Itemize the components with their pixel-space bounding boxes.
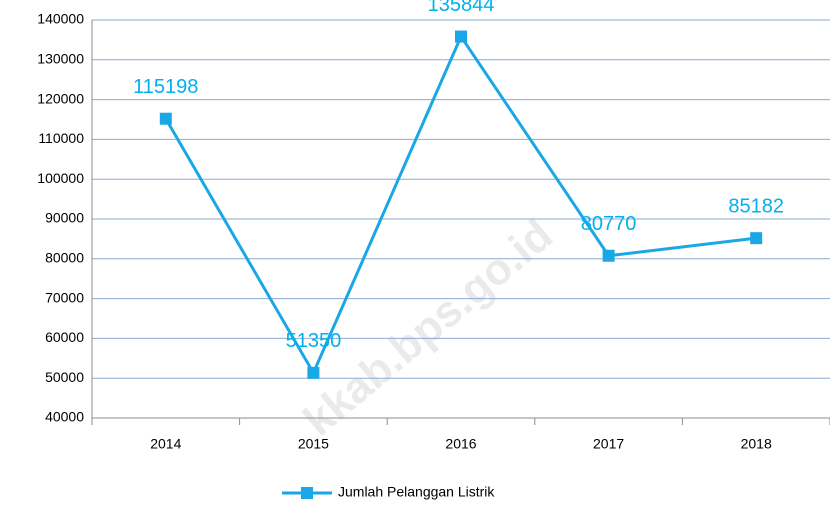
x-tick-label: 2016: [445, 436, 476, 452]
y-tick-label: 120000: [37, 90, 84, 106]
y-tick-label: 130000: [37, 51, 84, 67]
marker: [455, 30, 467, 43]
data-label: 85182: [728, 195, 784, 217]
marker: [307, 366, 320, 379]
x-tick-label: 2018: [741, 436, 772, 452]
data-label: 135844: [428, 0, 495, 16]
data-label: 115198: [133, 76, 198, 98]
data-label: 51350: [286, 330, 342, 352]
marker: [602, 249, 615, 262]
y-tick-label: 60000: [45, 329, 84, 345]
marker: [159, 112, 172, 125]
y-tick-label: 100000: [37, 170, 84, 186]
marker: [750, 232, 763, 245]
x-tick-label: 2015: [298, 436, 329, 452]
legend-marker: [301, 487, 313, 499]
y-tick-label: 50000: [45, 369, 84, 385]
legend-label: Jumlah Pelanggan Listrik: [338, 484, 495, 500]
x-tick-label: 2014: [150, 436, 181, 452]
x-tick-label: 2017: [593, 436, 624, 452]
y-tick-label: 70000: [45, 289, 84, 305]
y-tick-label: 140000: [37, 11, 84, 27]
y-tick-label: 80000: [45, 250, 84, 266]
y-tick-label: 40000: [45, 409, 84, 425]
data-label: 80770: [581, 213, 637, 235]
y-tick-label: 110000: [38, 130, 84, 146]
y-tick-label: 90000: [45, 210, 84, 226]
